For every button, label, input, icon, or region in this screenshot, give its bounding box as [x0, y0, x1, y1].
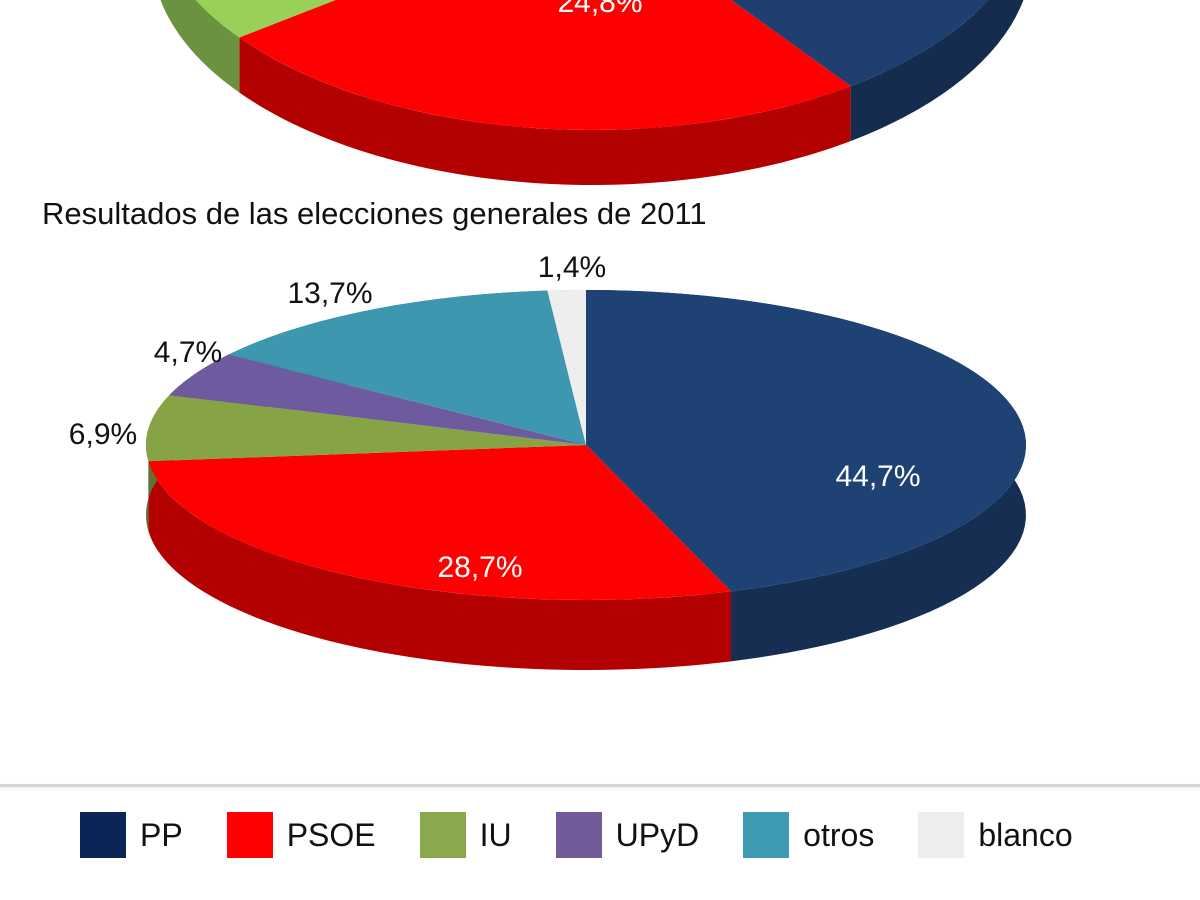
legend-separator [0, 784, 1200, 787]
legend-label: UPyD [615, 816, 700, 853]
data-label-pp: 44,7% [835, 460, 920, 493]
data-label-otros: 13,7% [287, 277, 372, 310]
legend-item-upyd: UPyD [555, 812, 700, 858]
legend-swatch [419, 812, 466, 858]
pie-2008-partial: 24,8% [160, 0, 1024, 185]
legend-label: IU [479, 816, 512, 853]
data-label-psoe: 28,7% [437, 551, 522, 584]
legend-item-otros: otros [743, 812, 874, 858]
data-label-psoe: 24,8% [557, 0, 642, 19]
pie-slice-iu [195, 0, 336, 38]
legend-item-pp: PP [80, 812, 183, 858]
legend-swatch [555, 812, 602, 858]
pie-slice-iu [145, 395, 586, 462]
legend-label: otros [803, 816, 875, 853]
legend-label: PSOE [286, 816, 376, 853]
legend-swatch [226, 812, 273, 858]
data-label-blanco: 1,4% [538, 251, 606, 284]
legend-item-iu: IU [419, 812, 512, 858]
pie-slice-otros [228, 290, 587, 445]
pie-slice-upyd [169, 354, 586, 445]
legend: PP PSOE IU UPyD otros blanco [80, 812, 1117, 858]
legend-label: blanco [978, 816, 1073, 853]
pie-slice-blanco [547, 290, 586, 445]
legend-swatch [918, 812, 965, 858]
legend-label: PP [140, 816, 183, 853]
legend-swatch [743, 812, 790, 858]
chart-title: Resultados de las elecciones generales d… [42, 196, 707, 231]
legend-swatch [80, 812, 126, 858]
pie-side-iu [160, 0, 240, 93]
data-label-upyd: 4,7% [154, 336, 222, 369]
pie-slice-pp [586, 290, 1027, 592]
pie-side-psoe [239, 37, 851, 185]
legend-item-psoe: PSOE [226, 812, 376, 858]
pie-side-pp [850, 0, 1024, 142]
data-label-iu: 6,9% [69, 418, 137, 451]
pie-2011: 44,7% 28,7% 6,9% 4,7% 13,7% 1,4% [69, 251, 1027, 670]
pie-slice-pp [730, 0, 989, 87]
pie-slice-psoe [239, 0, 851, 130]
pie-side-psoe [148, 461, 731, 670]
legend-item-blanco: blanco [918, 812, 1073, 858]
pie-slice-psoe [148, 445, 731, 600]
